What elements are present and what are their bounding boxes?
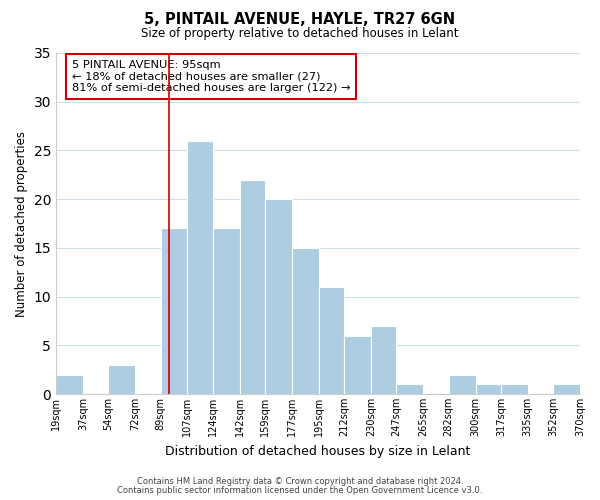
Bar bbox=[553, 384, 580, 394]
Bar bbox=[476, 384, 501, 394]
Text: 5, PINTAIL AVENUE, HAYLE, TR27 6GN: 5, PINTAIL AVENUE, HAYLE, TR27 6GN bbox=[145, 12, 455, 28]
Bar bbox=[265, 199, 292, 394]
Text: 5 PINTAIL AVENUE: 95sqm
← 18% of detached houses are smaller (27)
81% of semi-de: 5 PINTAIL AVENUE: 95sqm ← 18% of detache… bbox=[72, 60, 350, 93]
Text: Size of property relative to detached houses in Lelant: Size of property relative to detached ho… bbox=[141, 28, 459, 40]
Bar bbox=[501, 384, 528, 394]
Bar bbox=[397, 384, 423, 394]
Text: Contains public sector information licensed under the Open Government Licence v3: Contains public sector information licen… bbox=[118, 486, 482, 495]
Bar bbox=[56, 374, 83, 394]
Text: Contains HM Land Registry data © Crown copyright and database right 2024.: Contains HM Land Registry data © Crown c… bbox=[137, 477, 463, 486]
Bar bbox=[449, 374, 476, 394]
Bar bbox=[161, 228, 187, 394]
Bar bbox=[239, 180, 265, 394]
Y-axis label: Number of detached properties: Number of detached properties bbox=[15, 130, 28, 316]
Bar bbox=[344, 336, 371, 394]
Bar bbox=[108, 365, 135, 394]
Bar bbox=[213, 228, 239, 394]
Bar bbox=[319, 287, 344, 394]
Bar bbox=[371, 326, 397, 394]
Bar bbox=[292, 248, 319, 394]
Bar bbox=[187, 140, 213, 394]
X-axis label: Distribution of detached houses by size in Lelant: Distribution of detached houses by size … bbox=[166, 444, 471, 458]
